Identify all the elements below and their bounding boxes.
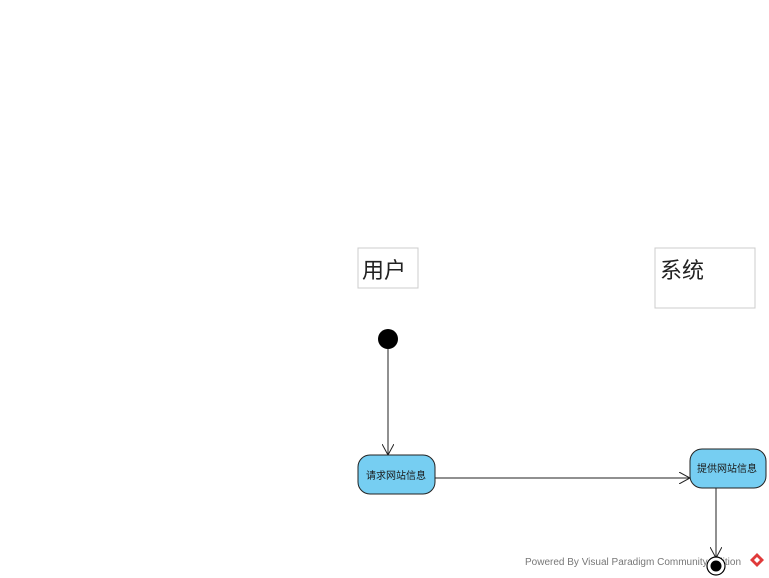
final-node[interactable] (706, 556, 726, 576)
state-request[interactable]: 请求网站信息 (357, 454, 436, 495)
lane-user[interactable]: 用户 (357, 247, 419, 289)
state-provide-box (689, 448, 767, 489)
state-provide[interactable]: 提供网站信息 (689, 448, 767, 489)
footer-watermark: Powered By Visual Paradigm Community Edi… (525, 553, 764, 568)
lane-system-box (654, 247, 756, 309)
final-node-core (710, 560, 722, 572)
lane-user-box (357, 247, 419, 289)
lane-system[interactable]: 系统 (654, 247, 756, 309)
lane-system-label: 系统 (660, 259, 704, 284)
lane-user-label: 用户 (362, 259, 406, 284)
initial-node[interactable] (378, 329, 398, 349)
state-request-box (357, 454, 436, 495)
visual-paradigm-logo-icon (750, 553, 764, 567)
footer-text: Powered By Visual Paradigm Community Edi… (525, 557, 741, 568)
state-request-label: 请求网站信息 (366, 469, 426, 482)
state-provide-label: 提供网站信息 (697, 462, 757, 475)
